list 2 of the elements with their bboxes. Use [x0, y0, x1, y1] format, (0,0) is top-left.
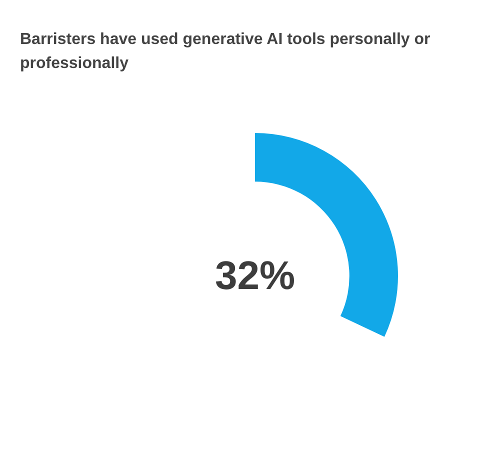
chart-title: Barristers have used generative AI tools personally or professionally: [20, 30, 432, 74]
text: 32%: [214, 254, 296, 298]
